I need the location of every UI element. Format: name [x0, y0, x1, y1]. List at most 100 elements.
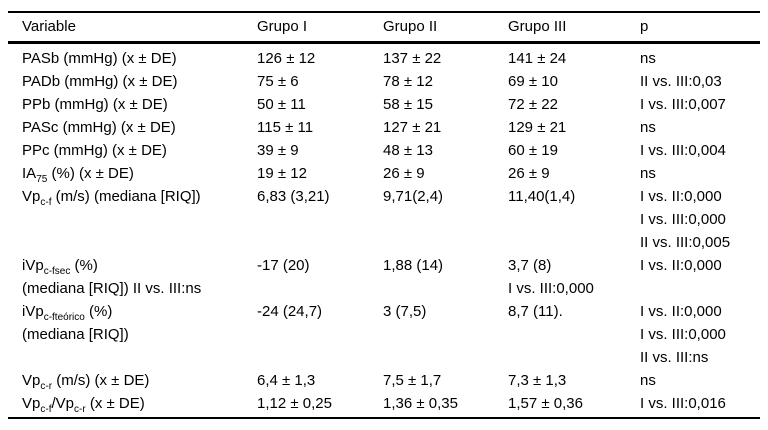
cell-line: ns	[640, 49, 656, 67]
table-row: PASb (mmHg) (x ± DE) 126 ± 12 137 ± 22 141 …	[8, 42, 760, 70]
cell-line: 26 ± 9	[508, 164, 550, 182]
cell-line: Vpc-r (m/s) (x ± DE)	[22, 369, 257, 392]
cell-line: 78 ± 12	[383, 72, 433, 90]
table-row: PPc (mmHg) (x ± DE) 39 ± 9 48 ± 13 60 ± 19 I…	[8, 139, 760, 162]
cell-line: PPb (mmHg) (x ± DE)	[22, 95, 168, 113]
table-row: iVpc-fsec (%) (mediana [RIQ]) II vs. III:…	[8, 254, 760, 300]
table-row: Vpc-f/Vpc-r (x ± DE) 1,12 ± 0,25 1,36 ± 0,…	[8, 392, 760, 418]
cell-variable: PASb (mmHg) (x ± DE)	[8, 42, 257, 70]
cell-line: 3 (7,5)	[383, 302, 427, 320]
subscript-text: 75	[36, 173, 48, 185]
subscript-text: c-f	[40, 196, 52, 208]
cell-line: 137 ± 22	[383, 49, 442, 67]
cell-grupo-3: 7,3 ± 1,3	[508, 369, 640, 392]
cell-grupo-2: 1,88 (14)	[383, 254, 508, 300]
cell-line: 6,83 (3,21)	[257, 187, 330, 205]
cell-variable: PPc (mmHg) (x ± DE)	[8, 139, 257, 162]
col-header-grupo-2: Grupo II	[383, 12, 508, 44]
cell-line: iVpc-fsec (%)	[22, 254, 257, 277]
cell-variable: iVpc-fsec (%) (mediana [RIQ]) II vs. III:…	[8, 254, 257, 300]
cell-grupo-1: -24 (24,7)	[257, 300, 383, 369]
cell-line: I vs. III:0,000	[508, 279, 594, 297]
cell-line: I vs. III:0,007	[640, 95, 726, 113]
cell-grupo-2: 78 ± 12	[383, 70, 508, 93]
cell-grupo-1: 19 ± 12	[257, 162, 383, 185]
cell-grupo-1: 50 ± 11	[257, 93, 383, 116]
cell-line: 19 ± 12	[257, 164, 307, 182]
cell-line: 129 ± 21	[508, 118, 567, 136]
cell-line: I vs. III:0,004	[640, 141, 726, 159]
cell-grupo-1: 1,12 ± 0,25	[257, 392, 383, 418]
cell-line: 58 ± 15	[383, 95, 433, 113]
cell-line: 39 ± 9	[257, 141, 299, 159]
variable-text: (%)	[84, 302, 113, 320]
cell-grupo-1: 126 ± 12	[257, 42, 383, 70]
cell-line: 3,7 (8)	[508, 256, 552, 274]
cell-grupo-3: 3,7 (8) I vs. III:0,000	[508, 254, 640, 300]
cell-grupo-2: 127 ± 21	[383, 116, 508, 139]
cell-line: 60 ± 19	[508, 141, 558, 159]
cell-line: 7,3 ± 1,3	[508, 371, 567, 389]
cell-grupo-2: 137 ± 22	[383, 42, 508, 70]
cell-line: Vpc-f/Vpc-r (x ± DE)	[22, 392, 257, 415]
cell-grupo-1: 6,4 ± 1,3	[257, 369, 383, 392]
cell-p: I vs. III:0,004	[640, 139, 760, 162]
results-table-container: Variable Grupo I Grupo II Grupo III p PA…	[8, 11, 760, 419]
cell-p: II vs. III:0,03	[640, 70, 760, 93]
variable-text: /Vp	[51, 394, 74, 412]
cell-line: iVpc-fteórico (%)	[22, 300, 257, 323]
subscript-text: c-fsec	[43, 265, 71, 277]
cell-line: I vs. II:0,000	[640, 302, 722, 320]
cell-grupo-3: 72 ± 22	[508, 93, 640, 116]
subscript-text: c-r	[73, 403, 86, 415]
cell-p: ns	[640, 42, 760, 70]
variable-text: IA	[22, 164, 37, 182]
cell-grupo-2: 58 ± 15	[383, 93, 508, 116]
cell-line: 1,57 ± 0,36	[508, 394, 583, 412]
variable-text: iVp	[22, 302, 44, 320]
cell-grupo-2: 1,36 ± 0,35	[383, 392, 508, 418]
cell-grupo-3: 129 ± 21	[508, 116, 640, 139]
results-table: Variable Grupo I Grupo II Grupo III p PA…	[8, 11, 760, 419]
variable-text: (%)	[70, 256, 98, 274]
subscript-text: c-f	[40, 403, 52, 415]
cell-grupo-1: 75 ± 6	[257, 70, 383, 93]
cell-grupo-1: 6,83 (3,21)	[257, 185, 383, 254]
cell-variable: Vpc-f (m/s) (mediana [RIQ])	[8, 185, 257, 254]
cell-line: 126 ± 12	[257, 49, 316, 67]
variable-text: Vp	[22, 394, 41, 412]
table-row: PPb (mmHg) (x ± DE) 50 ± 11 58 ± 15 72 ± 22…	[8, 93, 760, 116]
subscript-text: c-r	[40, 380, 53, 392]
col-header-variable: Variable	[8, 12, 257, 44]
cell-grupo-3: 60 ± 19	[508, 139, 640, 162]
cell-grupo-3: 1,57 ± 0,36	[508, 392, 640, 418]
cell-line: 141 ± 24	[508, 49, 567, 67]
variable-text: (x ± DE)	[85, 394, 145, 412]
cell-variable: PPb (mmHg) (x ± DE)	[8, 93, 257, 116]
cell-line: ns	[640, 118, 656, 136]
cell-p: ns	[640, 116, 760, 139]
variable-text: (m/s) (mediana [RIQ])	[51, 187, 201, 205]
cell-line: -17 (20)	[257, 256, 310, 274]
cell-p: I vs. II:0,000 I vs. III:0,000 II vs. III:…	[640, 185, 760, 254]
cell-line: II vs. III:0,03	[640, 72, 722, 90]
cell-line: PPc (mmHg) (x ± DE)	[22, 141, 167, 159]
col-header-grupo-1: Grupo I	[257, 12, 383, 44]
cell-line: I vs. III:0,016	[640, 394, 726, 412]
cell-variable: PADb (mmHg) (x ± DE)	[8, 70, 257, 93]
subscript-text: c-fteórico	[43, 311, 85, 323]
cell-line: II vs. III:0,005	[640, 233, 731, 251]
header-row: Variable Grupo I Grupo II Grupo III p	[8, 12, 760, 44]
cell-p: ns	[640, 369, 760, 392]
cell-line: PASb (mmHg) (x ± DE)	[22, 49, 177, 67]
cell-line: 8,7 (11).	[508, 302, 563, 320]
table-row: Vpc-r (m/s) (x ± DE) 6,4 ± 1,3 7,5 ± 1,7 7,…	[8, 369, 760, 392]
cell-grupo-2: 3 (7,5)	[383, 300, 508, 369]
cell-grupo-3: 141 ± 24	[508, 42, 640, 70]
cell-line: 26 ± 9	[383, 164, 425, 182]
cell-grupo-2: 26 ± 9	[383, 162, 508, 185]
cell-line: -24 (24,7)	[257, 302, 323, 320]
cell-line: I vs. II:0,000	[640, 187, 722, 205]
cell-variable: Vpc-f/Vpc-r (x ± DE)	[8, 392, 257, 418]
cell-line: 1,36 ± 0,35	[383, 394, 458, 412]
